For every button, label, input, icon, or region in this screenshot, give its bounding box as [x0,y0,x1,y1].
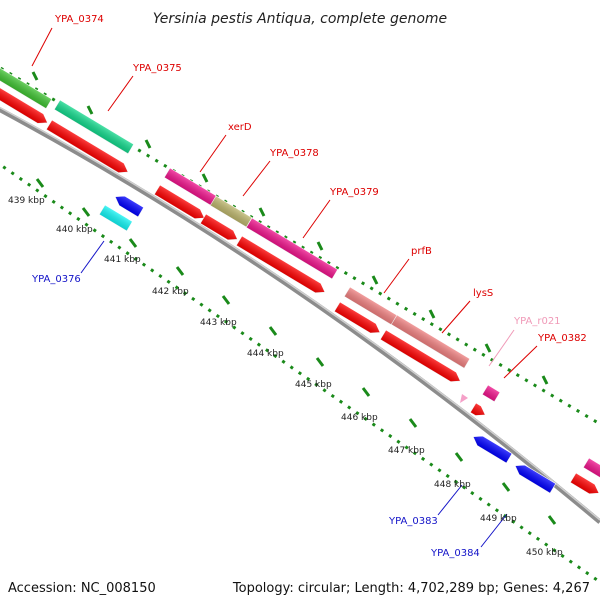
gene-label[interactable]: YPA_0376 [31,274,81,285]
outer-track-tick [86,105,94,115]
gene-label[interactable]: lysS [473,288,493,299]
cds-forward-8[interactable] [469,402,488,420]
outer-track-tick [428,309,436,319]
gene-leader-line [480,513,508,548]
outer-track-tick [316,241,324,251]
feature-layer [0,61,600,498]
gene-leader-line [383,258,410,294]
gene-label[interactable]: YPA_0383 [388,516,438,527]
outer-track-tick [484,343,492,353]
leader-layer [31,27,538,548]
kbp-label: 450 kbp [526,548,563,558]
genome-backbone [0,106,600,524]
cds-forward-2[interactable] [45,119,131,177]
gene-label[interactable]: prfB [411,246,432,257]
gene-block-edge-right[interactable] [582,457,600,479]
outer-track-tick [371,275,379,285]
inner-track-tick [361,387,371,397]
map-title: Yersinia pestis Antiqua, complete genome [153,11,447,27]
inner-track-tick [175,266,185,276]
cds-forward-edge[interactable] [569,472,600,498]
cds-forward-5[interactable] [235,235,327,297]
gene-block-ypa-0375[interactable] [53,99,135,155]
kbp-label: 445 kbp [295,380,332,390]
inner-track-tick [315,357,325,367]
kbp-label: 439 kbp [8,196,45,206]
inner-track-tick [221,295,231,305]
gene-leader-line [441,300,471,334]
gene-label[interactable]: YPA_0382 [537,333,587,344]
gene-label[interactable]: YPA_0375 [132,63,182,74]
inner-track-tick [81,207,91,217]
kbp-label: 447 kbp [388,446,425,456]
gene-leader-line [80,240,105,274]
gene-block-ypa-0374[interactable] [0,61,53,109]
outer-track-tick [541,375,549,385]
inner-track-tick [128,238,138,248]
gene-leader-line [242,160,271,197]
cds-forward-7[interactable] [379,329,463,386]
kbp-label: 441 kbp [104,255,141,265]
outer-track-tick [144,139,152,149]
cds-reverse-ypa-0384[interactable] [512,461,557,494]
gene-label[interactable]: YPA_0379 [329,187,379,198]
kbp-label: 449 kbp [480,514,517,524]
inner-track-tick [501,482,511,492]
gene-block-ypa-r021[interactable] [460,394,468,403]
gene-label[interactable]: YPA_0374 [54,14,104,25]
gene-leader-line [199,134,227,173]
dotted-track-inner [0,162,600,584]
gene-block-ypa-0376[interactable] [98,204,133,232]
cds-reverse-ypa-0383[interactable] [470,432,513,464]
inner-track-tick [35,178,45,188]
tick-layer [31,71,557,525]
gene-block-lyss[interactable] [390,314,471,369]
gene-leader-line [503,345,538,379]
cds-forward-6[interactable] [333,301,383,337]
label-layer: 439 kbp 440 kbp 441 kbp 442 kbp 443 kbp 444 k… [8,14,587,559]
gene-leader-line [437,484,463,516]
accession-label: Accession: NC_008150 [8,581,156,596]
outer-track-tick [31,71,39,81]
kbp-label: 444 kbp [247,349,284,359]
gene-leader-line [302,199,331,239]
gene-label[interactable]: YPA_r021 [513,316,561,327]
gene-label[interactable]: YPA_0378 [269,148,319,159]
cds-reverse-1[interactable] [112,192,145,218]
genome-backbone-highlight [0,106,600,521]
gene-label[interactable]: YPA_0384 [430,548,480,559]
cds-forward-4[interactable] [199,213,240,244]
gene-leader-line [107,75,134,112]
kbp-label: 443 kbp [200,318,237,328]
inner-track-tick [408,418,418,428]
cds-forward-3[interactable] [153,184,207,223]
dotted-track-outer [0,66,600,426]
gene-block-ypa-0382[interactable] [481,384,501,403]
genome-summary: Topology: circular; Length: 4,702,289 bp… [232,581,590,596]
gene-label[interactable]: xerD [228,122,252,133]
kbp-label: 446 kbp [341,413,378,423]
kbp-label: 442 kbp [152,287,189,297]
gene-block-ypa-0379[interactable] [245,217,339,280]
gene-leader-line [488,329,515,367]
kbp-label: 448 kbp [434,480,471,490]
outer-track-tick [201,173,209,183]
outer-track-tick [258,207,266,217]
cds-forward-1[interactable] [0,82,50,127]
kbp-label: 440 kbp [56,225,93,235]
gene-leader-line [31,27,53,67]
inner-track-tick [454,452,464,462]
inner-track-tick [547,515,557,525]
inner-track-tick [268,326,278,336]
